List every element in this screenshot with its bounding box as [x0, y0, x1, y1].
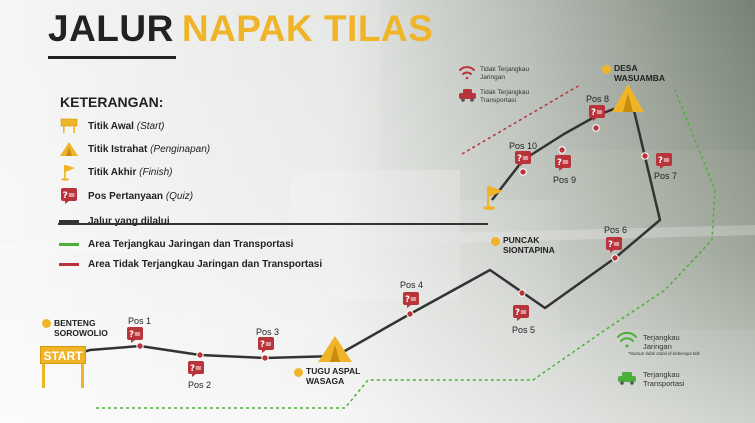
pos-9-dot: [558, 146, 566, 154]
pos-4-quiz-icon: [403, 292, 419, 308]
no-transport-car-icon: [459, 89, 476, 102]
signal-note: *Namun tidak stabil di beberapa titik: [628, 351, 700, 356]
pos-4-dot: [406, 310, 414, 318]
signal-label: Terjangkau Jaringan: [643, 333, 680, 351]
legend-heading: KETERANGAN:: [60, 94, 164, 110]
legend-item-reachable: Area Terjangkau Jaringan dan Transportas…: [58, 234, 293, 254]
benteng-sorowolio-label: BENTENG SOROWOLIO: [54, 318, 108, 338]
pos-6-quiz-icon: [606, 237, 622, 253]
legend-quiz-note: (Quiz): [165, 190, 194, 202]
pos-10-label: Pos 10: [509, 141, 538, 151]
finish-flag-icon: [61, 165, 75, 181]
reachable-line-swatch: [59, 242, 79, 246]
reachable-boundary: [96, 89, 716, 409]
desa-tent-icon: [612, 84, 644, 112]
title-underline: [48, 56, 176, 59]
title-word-jalur: JALUR: [48, 8, 174, 49]
legend-rest-note: (Penginapan): [150, 143, 211, 155]
legend-item-quiz: ?= Pos Pertanyaan (Quiz): [58, 186, 193, 206]
pos-2-label: Pos 2: [188, 380, 212, 390]
tugu-location-dot: [294, 368, 303, 377]
legend-finish-label: Titik Akhir: [88, 166, 137, 178]
signal-wifi-icon: [617, 331, 637, 348]
pos-1-dot: [136, 342, 144, 350]
puncak-siontapina-label: PUNCAK SIONTAPINA: [503, 235, 555, 255]
pos-1-quiz-icon: [127, 327, 143, 343]
pos-4-label: Pos 4: [400, 280, 424, 290]
pos-3-label: Pos 3: [256, 327, 280, 337]
page-title: JALUR NAPAK TILAS: [48, 8, 433, 50]
pos-7-quiz-icon: [656, 153, 672, 169]
pos-5-quiz-icon: [513, 305, 529, 321]
desa-wasuamba-label: DESA WASUAMBA: [614, 63, 665, 83]
legend-start-label: Titik Awal: [88, 120, 134, 132]
legend-item-start: Titik Awal (Start): [58, 116, 165, 136]
pos-8-label: Pos 8: [586, 94, 610, 104]
no-signal-label: Tidak Terjangkau Jaringan: [480, 66, 530, 81]
legend-reachable-label: Area Terjangkau Jaringan dan Transportas…: [88, 238, 294, 250]
pos-10-quiz-icon: [515, 151, 531, 167]
pos-6-label: Pos 6: [604, 225, 628, 235]
legend-quiz-label: Pos Pertanyaan: [88, 190, 164, 202]
unreachable-boundary: [461, 84, 581, 155]
pos-9-label: Pos 9: [553, 175, 577, 185]
route-line-swatch: [59, 219, 79, 223]
legend-item-route: Jalur yang dilalui: [58, 211, 170, 231]
legend-route-label: Jalur yang dilalui: [88, 215, 170, 227]
transport-car-icon: [618, 372, 636, 385]
tugu-tent-icon: [318, 336, 352, 362]
transport-label: Terjangkau Transportasi: [643, 370, 685, 388]
pos-3-dot: [261, 354, 269, 362]
legend-start-note: (Start): [136, 120, 165, 132]
unreachable-line-swatch: [59, 262, 79, 266]
tent-icon: [60, 142, 78, 156]
no-transport-label: Tidak Terjangkau Transportasi: [480, 89, 530, 104]
legend-unreachable-label: Area Tidak Terjangkau Jaringan dan Trans…: [88, 258, 323, 270]
pos-10-dot: [519, 168, 527, 176]
pos-6-dot: [611, 254, 619, 262]
title-word-napak-tilas: NAPAK TILAS: [181, 8, 434, 49]
pos-5-label: Pos 5: [512, 325, 536, 335]
puncak-location-dot: [491, 237, 500, 246]
legend-finish-note: (Finish): [139, 166, 173, 178]
pos-7-dot: [641, 152, 649, 160]
start-sign-post-right: [81, 364, 84, 388]
legend-item-rest: Titik Istrahat (Penginapan): [58, 139, 210, 159]
pos-2-quiz-icon: [188, 361, 204, 377]
legend-item-unreachable: Area Tidak Terjangkau Jaringan dan Trans…: [58, 254, 322, 274]
legend-rest-label: Titik Istrahat: [88, 143, 148, 155]
start-sign: START: [40, 346, 86, 364]
route-line: [61, 100, 662, 360]
start-sign-icon: [60, 118, 78, 133]
puncak-finish-flag-icon: [483, 186, 503, 210]
quiz-icon: ?=: [61, 188, 77, 204]
svg-text:?=: ?=: [63, 191, 76, 201]
pos-9-quiz-icon: [555, 155, 571, 171]
pos-5-dot: [518, 289, 526, 297]
pos-1-label: Pos 1: [128, 316, 152, 326]
legend-item-finish: Titik Akhir (Finish): [58, 162, 172, 182]
desa-location-dot: [602, 65, 611, 74]
pos-8-dot: [592, 124, 600, 132]
pos-3-quiz-icon: [258, 337, 274, 353]
tugu-aspal-wasaga-label: TUGU ASPAL WASAGA: [306, 366, 361, 386]
pos-7-label: Pos 7: [654, 171, 678, 181]
start-sign-post-left: [42, 364, 45, 388]
no-signal-wifi-icon: [459, 66, 475, 80]
pos-2-dot: [196, 351, 204, 359]
benteng-location-dot: [42, 319, 51, 328]
